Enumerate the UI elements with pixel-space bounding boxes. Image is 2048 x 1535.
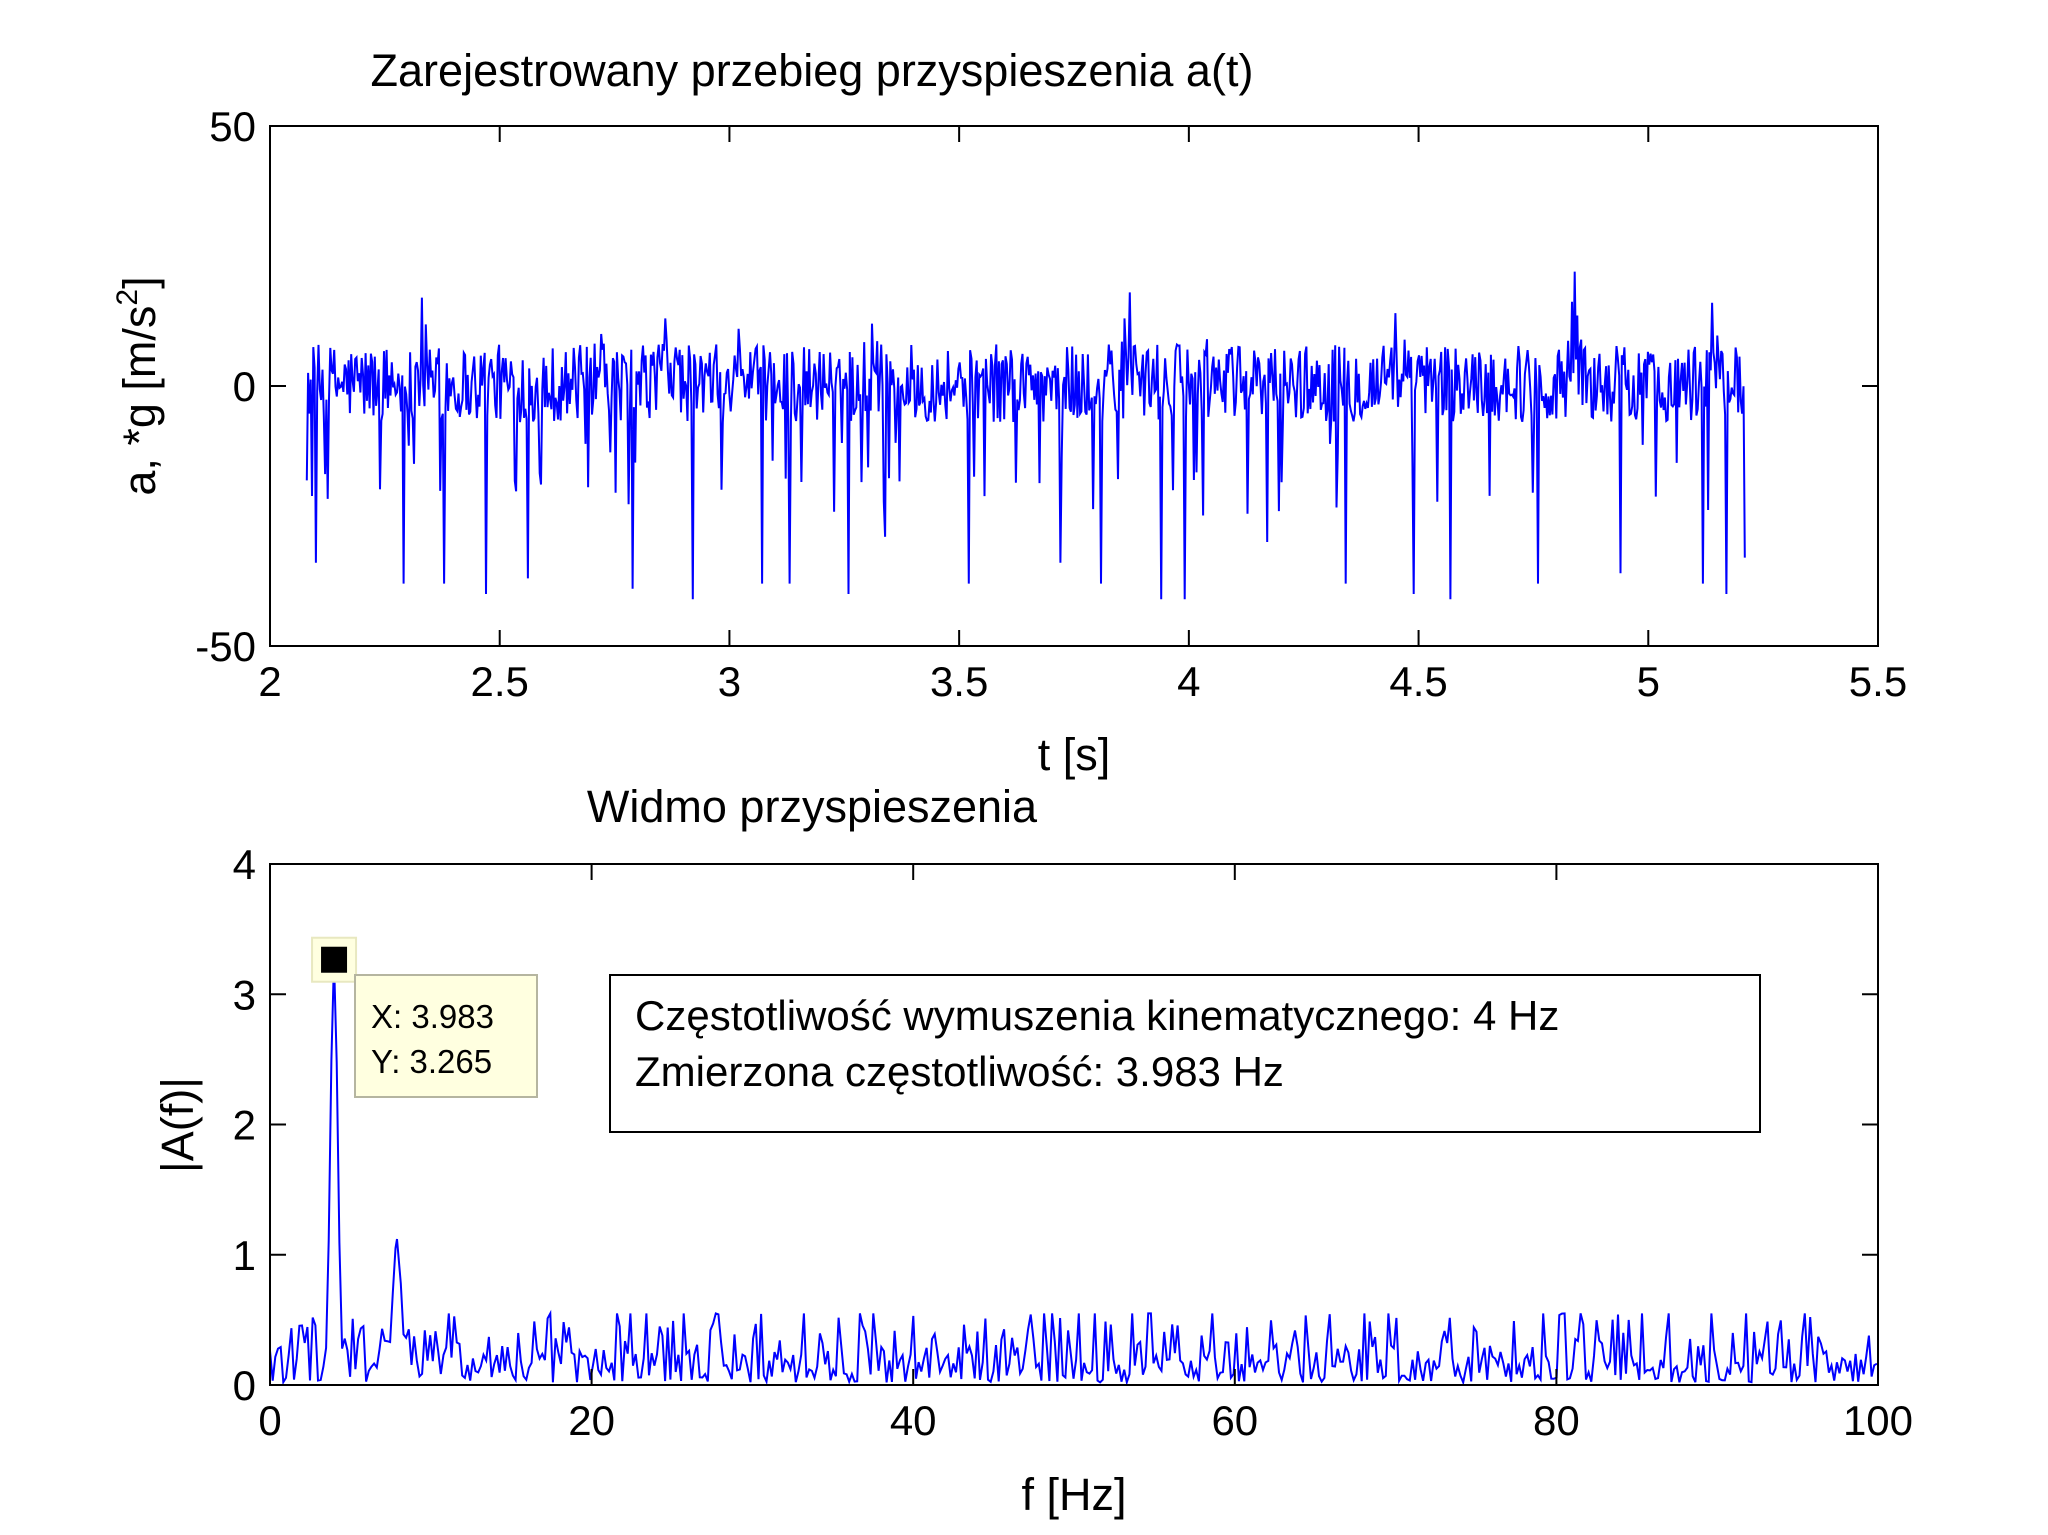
y-tick-label: 50 [209,103,256,150]
annotation-box [609,974,1761,1133]
x-tick-label: 3 [718,658,741,705]
x-tick-label: 5.5 [1849,658,1907,705]
x-tick-label: 2 [258,658,281,705]
x-tick-label: 40 [890,1397,937,1444]
peak-datatip[interactable]: X: 3.983 Y: 3.265 [311,936,538,1098]
time-x-axis-label: t [s] [1038,729,1111,780]
frequency-x-ticks: 0 20 40 60 80 100 [258,864,1913,1444]
y-tick-label: 2 [233,1102,256,1149]
frequency-x-axis-label: f [Hz] [1021,1469,1126,1520]
x-tick-label: 60 [1211,1397,1258,1444]
y-tick-label: 3 [233,971,256,1018]
x-tick-label: 5 [1637,658,1660,705]
x-tick-label: 80 [1533,1397,1580,1444]
y-tick-label: -50 [195,623,256,670]
datatip-x-value: X: 3.983 [371,998,494,1035]
x-tick-label: 4.5 [1389,658,1447,705]
y-tick-label: 0 [233,1362,256,1409]
x-tick-label: 100 [1843,1397,1913,1444]
spectrum-plot: Widmo przyspieszenia 0 20 40 60 80 100 01234 … [152,781,1913,1520]
annotation-line-2: Zmierzona częstotliwość: 3.983 Hz [635,1048,1284,1095]
amplitude-y-axis-label: |A(f)| [152,1077,203,1173]
amplitude-y-ticks: 0 1 2 3 4 [233,841,1878,1409]
annotation-line-1: Częstotliwość wymuszenia kinematycznego:… [635,992,1559,1039]
x-tick-label: 4 [1177,658,1200,705]
acceleration-series [305,271,1746,600]
time-series-plot: Zarejestrowany przebieg przyspieszenia a… [111,45,1907,780]
datatip-y-value: Y: 3.265 [371,1043,492,1080]
time-y-ticks: -50 0 50 [195,103,1878,670]
spectrum-series [269,959,1878,1387]
spectrum-title: Widmo przyspieszenia [587,781,1038,832]
frequency-annotation: Częstotliwość wymuszenia kinematycznego:… [609,974,1761,1133]
datatip-box [354,974,538,1098]
y-tick-label: 4 [233,841,256,888]
datatip-marker[interactable] [321,946,348,973]
x-tick-label: 0 [258,1397,281,1444]
time-series-title: Zarejestrowany przebieg przyspieszenia a… [371,45,1254,96]
time-x-ticks: 2 2.5 3 3.5 4 4.5 5 5.5 [258,126,1907,705]
acceleration-line [305,271,1746,600]
x-tick-label: 2.5 [471,658,529,705]
x-tick-label: 20 [568,1397,615,1444]
time-y-axis-label: a, *g [m/s2] [111,276,165,495]
x-tick-label: 3.5 [930,658,988,705]
y-tick-label: 0 [233,363,256,410]
y-tick-label: 1 [233,1232,256,1279]
spectrum-line [269,959,1878,1387]
